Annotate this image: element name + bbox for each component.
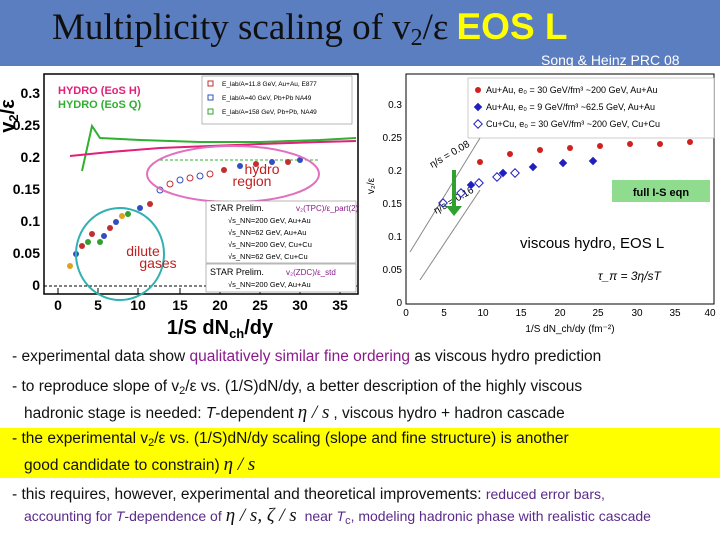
svg-text:10: 10 <box>130 297 146 313</box>
svg-text:Cu+Cu, e₀ = 30 GeV/fm³ ~200 Ge: Cu+Cu, e₀ = 30 GeV/fm³ ~200 GeV, Cu+Cu <box>486 119 660 129</box>
slide-title: Multiplicity scaling of v2/ε EOS L <box>52 6 568 51</box>
svg-text:30: 30 <box>292 297 308 313</box>
left-xticks: 0 5 10 15 20 25 30 35 <box>54 297 348 313</box>
right-plot-svg: v₂/ε 0 0.05 0.1 0.15 0.2 0.25 0.3 0 5 10… <box>366 73 716 335</box>
viscous-hydro-label: viscous hydro, EOS L <box>520 235 664 252</box>
right-xlabel: 1/S dN_ch/dy (fm⁻²) <box>525 324 614 335</box>
star-legend-2 <box>205 263 357 293</box>
svg-text:25: 25 <box>252 297 268 313</box>
svg-text:√s_NN=62 GeV, Au+Au: √s_NN=62 GeV, Au+Au <box>228 228 306 237</box>
eta-008-line <box>409 137 481 253</box>
title-eos-label: EOS L <box>456 6 568 47</box>
left-yticks: 0 0.05 0.1 0.15 0.2 0.25 0.3 <box>13 85 40 293</box>
svg-text:0.2: 0.2 <box>388 166 402 177</box>
legend-marker-na49-158 <box>207 108 214 115</box>
svg-text:E_lab/A=11.8 GeV, Au+Au, E877: E_lab/A=11.8 GeV, Au+Au, E877 <box>222 81 317 88</box>
hydro-eos-q-curve <box>81 123 357 172</box>
svg-text:STAR Prelim.: STAR Prelim. <box>210 203 264 213</box>
svg-text:√s_NN=62 GeV, Cu+Cu: √s_NN=62 GeV, Cu+Cu <box>228 252 308 261</box>
bullet-1: - experimental data show qualitatively s… <box>12 348 602 365</box>
svg-text:v₂(ZDC)/ε_std: v₂(ZDC)/ε_std <box>286 268 336 277</box>
svg-text:15: 15 <box>515 308 527 319</box>
svg-text:25: 25 <box>592 308 604 319</box>
svg-text:0.15: 0.15 <box>383 199 403 210</box>
left-ylabel: v2/ε <box>0 99 21 133</box>
svg-text:20: 20 <box>212 297 228 313</box>
svg-text:0.3: 0.3 <box>388 100 402 111</box>
bullet-list: - experimental data show qualitatively s… <box>0 340 720 540</box>
svg-text:0.25: 0.25 <box>13 117 40 133</box>
title-bar <box>0 0 720 66</box>
svg-text:35: 35 <box>332 297 348 313</box>
bullet-4: - this requires, however, experimental a… <box>12 486 651 527</box>
left-top-legend-rows: E_lab/A=11.8 GeV, Au+Au, E877 E_lab/A=40… <box>222 81 317 116</box>
svg-text:STAR Prelim.: STAR Prelim. <box>210 267 264 277</box>
svg-text:0.05: 0.05 <box>383 265 403 276</box>
svg-text:0.1: 0.1 <box>388 232 402 243</box>
full-is-badge <box>612 180 710 202</box>
svg-text:√s_NN=200 GeV, Cu+Cu: √s_NN=200 GeV, Cu+Cu <box>228 240 312 249</box>
dilute-gases-ellipse <box>75 207 165 301</box>
svg-text:35: 35 <box>669 308 681 319</box>
svg-text:√s_NN=200 GeV, Au+Au: √s_NN=200 GeV, Au+Au <box>228 280 311 289</box>
svg-text:0.25: 0.25 <box>383 133 403 144</box>
left-plot: v2/ε 0 0.05 0.1 0.15 0.2 0.25 0.3 0 5 10… <box>0 66 360 341</box>
bullet-2: - to reproduce slope of v2/ε vs. (1/S)dN… <box>12 378 583 423</box>
right-xticks: 0 5 10 15 20 25 30 35 40 <box>403 308 716 319</box>
svg-text:0: 0 <box>54 297 62 313</box>
legend-marker-na49-40 <box>207 94 214 101</box>
svg-text:0: 0 <box>32 277 40 293</box>
svg-text:0.1: 0.1 <box>21 213 41 229</box>
svg-text:E_lab/A=158 GeV, Pb+Pb, NA49: E_lab/A=158 GeV, Pb+Pb, NA49 <box>222 109 317 116</box>
tau-label: τ_π = 3η/sT <box>598 269 663 283</box>
dilute-label-2: gases <box>139 255 176 271</box>
svg-text:5: 5 <box>94 297 102 313</box>
left-top-legend <box>201 75 353 125</box>
hydro-eos-q-label: HYDRO (EoS Q) <box>58 99 141 111</box>
star-legend-1 <box>205 200 357 264</box>
bullet-3-highlighted: - the experimental v2/ε vs. (1/S)dN/dy s… <box>0 428 720 478</box>
right-yticks: 0 0.05 0.1 0.15 0.2 0.25 0.3 <box>383 100 403 309</box>
svg-text:√s_NN=200 GeV, Au+Au: √s_NN=200 GeV, Au+Au <box>228 216 311 225</box>
svg-text:Au+Au, e₀ = 9 GeV/fm³ ~62.5 Ge: Au+Au, e₀ = 9 GeV/fm³ ~62.5 GeV, Au+Au <box>486 102 655 112</box>
svg-text:v₂(TPC)/ε_part(2): v₂(TPC)/ε_part(2) <box>296 204 359 213</box>
left-data-points <box>67 157 303 269</box>
citation: Song & Heinz PRC 08 <box>541 52 680 68</box>
svg-text:20: 20 <box>554 308 566 319</box>
svg-text:10: 10 <box>477 308 489 319</box>
svg-text:0.3: 0.3 <box>21 85 41 101</box>
svg-text:0.05: 0.05 <box>13 245 40 261</box>
eta-016-line <box>419 189 481 281</box>
svg-text:15: 15 <box>172 297 188 313</box>
svg-text:E_lab/A=40 GeV, Pb+Pb NA49: E_lab/A=40 GeV, Pb+Pb NA49 <box>222 95 312 102</box>
svg-text:30: 30 <box>631 308 643 319</box>
full-is-label: full I-S eqn <box>633 187 690 199</box>
legend-marker-e877 <box>207 80 214 87</box>
hydro-region-label-1: hydro <box>244 161 279 177</box>
svg-text:0.2: 0.2 <box>21 149 41 165</box>
dilute-label-1: dilute <box>126 243 160 259</box>
svg-text:40: 40 <box>704 308 716 319</box>
svg-text:0: 0 <box>396 298 402 309</box>
hydro-region-label-2: region <box>233 173 272 189</box>
svg-text:5: 5 <box>441 308 447 319</box>
right-ylabel: v₂/ε <box>366 177 377 194</box>
hydro-eos-h-label: HYDRO (EoS H) <box>58 85 141 97</box>
left-xlabel: 1/S dNch/dy <box>167 317 274 340</box>
svg-text:0: 0 <box>403 308 409 319</box>
right-legend <box>467 77 715 139</box>
left-plot-svg: v2/ε 0 0.05 0.1 0.15 0.2 0.25 0.3 0 5 10… <box>0 73 359 341</box>
svg-text:0.15: 0.15 <box>13 181 40 197</box>
right-plot: v₂/ε 0 0.05 0.1 0.15 0.2 0.25 0.3 0 5 10… <box>360 66 720 340</box>
svg-text:Au+Au, e₀ = 30 GeV/fm³ ~200 Ge: Au+Au, e₀ = 30 GeV/fm³ ~200 GeV, Au+Au <box>486 85 658 95</box>
